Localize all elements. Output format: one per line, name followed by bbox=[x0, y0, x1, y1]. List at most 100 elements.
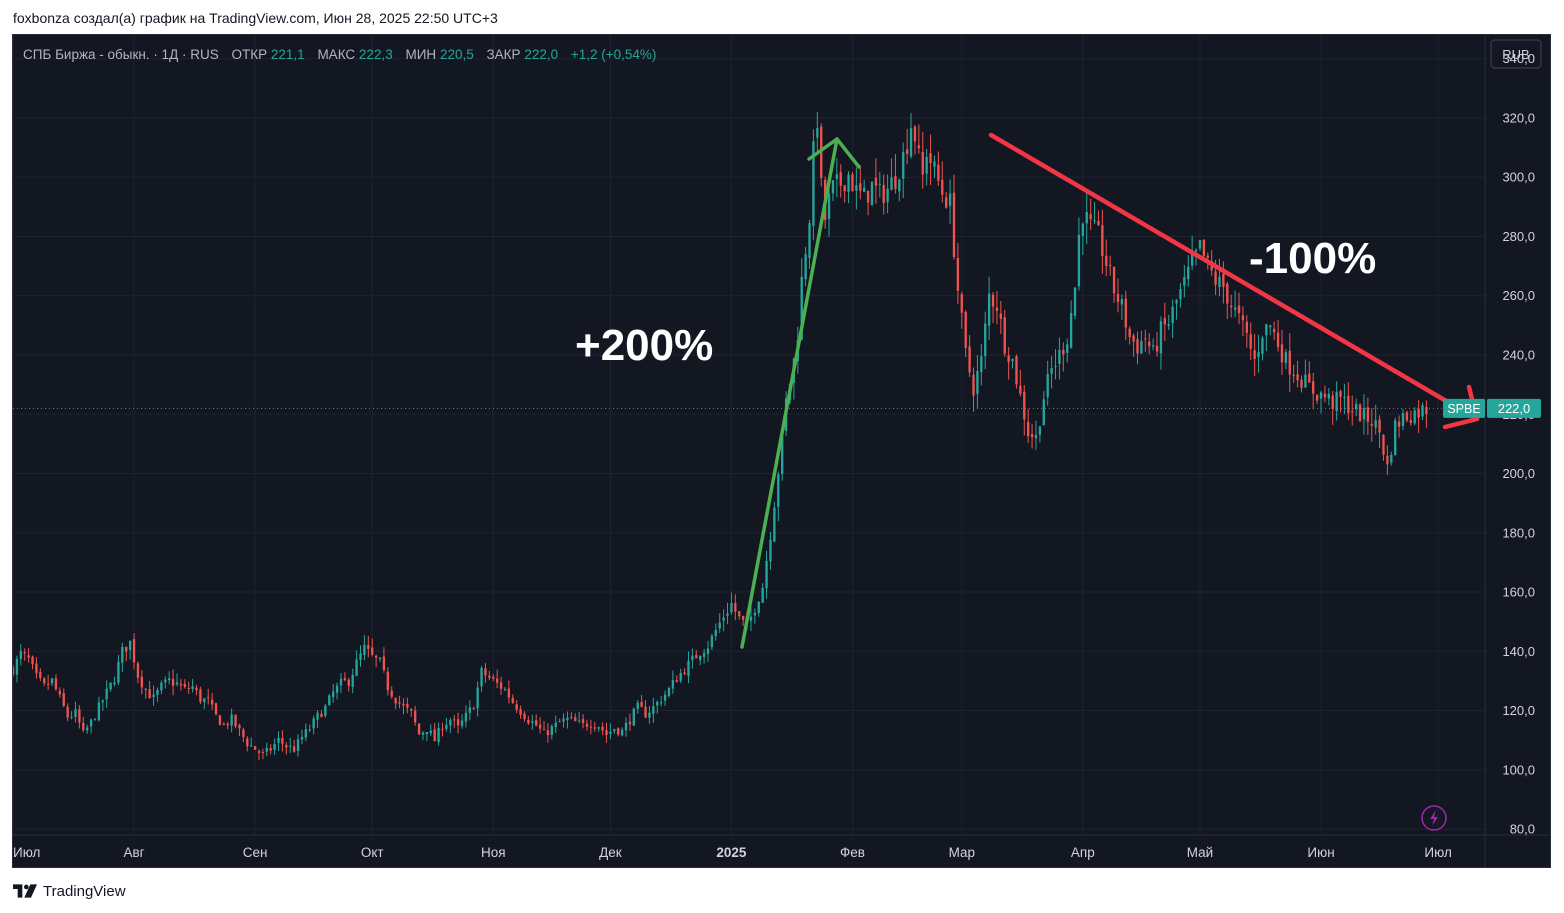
price-tick-label: 260,0 bbox=[1502, 288, 1535, 303]
candle bbox=[250, 737, 253, 747]
candle bbox=[1401, 408, 1405, 431]
candle bbox=[1015, 354, 1018, 389]
last-price-tag: 222,0 bbox=[1487, 398, 1541, 418]
candle bbox=[226, 721, 229, 730]
candle bbox=[456, 712, 460, 734]
candle bbox=[1112, 266, 1116, 303]
candle bbox=[1128, 326, 1131, 345]
candle bbox=[374, 654, 378, 668]
candle bbox=[289, 738, 292, 754]
candle bbox=[913, 124, 917, 155]
candle bbox=[1386, 445, 1389, 475]
candle bbox=[339, 673, 343, 693]
chart-frame[interactable]: +200% -100% СПБ Биржа - обыкн. · 1Д · RU… bbox=[12, 34, 1551, 868]
candle bbox=[1187, 255, 1190, 287]
candle bbox=[164, 676, 167, 689]
candle bbox=[1253, 334, 1256, 377]
candle bbox=[925, 148, 928, 186]
candle bbox=[656, 700, 659, 714]
candle bbox=[113, 676, 116, 687]
candle bbox=[585, 719, 589, 731]
candle bbox=[968, 335, 971, 377]
price-chart[interactable]: +200% -100% СПБ Биржа - обыкн. · 1Д · RU… bbox=[13, 35, 1551, 868]
candle bbox=[1179, 282, 1182, 308]
time-tick-label: Дек bbox=[599, 845, 622, 860]
candle bbox=[499, 676, 503, 695]
candle bbox=[835, 158, 839, 198]
candle bbox=[433, 722, 436, 742]
candle bbox=[242, 727, 245, 743]
candle bbox=[878, 171, 881, 198]
candle bbox=[511, 694, 514, 704]
candle bbox=[1288, 333, 1291, 393]
candle bbox=[386, 667, 390, 696]
legend-change: +1,2 (+0,54%) bbox=[571, 47, 657, 62]
lightning-icon[interactable] bbox=[1421, 805, 1447, 831]
candle bbox=[35, 657, 38, 679]
candle bbox=[972, 367, 975, 412]
candle bbox=[402, 698, 405, 715]
candle bbox=[101, 699, 104, 711]
candle bbox=[187, 681, 190, 694]
candle bbox=[410, 708, 413, 717]
candle bbox=[976, 355, 979, 409]
candle bbox=[886, 174, 889, 214]
candle bbox=[624, 717, 628, 737]
candle bbox=[183, 679, 186, 689]
candle bbox=[13, 664, 15, 677]
candle bbox=[62, 688, 65, 708]
candle bbox=[570, 712, 573, 720]
price-tick-label: 120,0 bbox=[1502, 703, 1535, 718]
candle bbox=[804, 246, 807, 287]
candle bbox=[1101, 209, 1104, 274]
candle bbox=[1027, 408, 1030, 443]
up-trend-arrow bbox=[740, 137, 861, 649]
candle bbox=[1327, 387, 1330, 406]
candle bbox=[597, 726, 600, 732]
candle bbox=[929, 134, 932, 185]
candle bbox=[917, 124, 921, 154]
candle bbox=[1058, 337, 1061, 380]
candle bbox=[812, 129, 815, 241]
candle bbox=[125, 646, 128, 662]
candle bbox=[480, 665, 483, 692]
candle bbox=[347, 677, 350, 692]
candle bbox=[882, 174, 885, 215]
price-tick-label: 140,0 bbox=[1502, 644, 1535, 659]
candle bbox=[1261, 335, 1264, 361]
candle bbox=[952, 174, 956, 260]
candle bbox=[413, 705, 417, 726]
candle bbox=[902, 142, 905, 199]
time-axis[interactable]: Июл Авг Сен Окт Ноя Дек 2025 Фев Мар Апр Май Июн Июл bbox=[13, 845, 1452, 860]
candle bbox=[168, 671, 171, 685]
candle bbox=[999, 300, 1003, 334]
candle bbox=[382, 647, 386, 673]
price-axis[interactable]: 340,0320,0300,0280,0260,0240,0220,0200,0… bbox=[1502, 51, 1535, 836]
candle bbox=[1257, 334, 1260, 373]
footer-brand: TradingView bbox=[43, 882, 126, 900]
candle bbox=[1390, 451, 1393, 466]
candle bbox=[207, 688, 210, 705]
candle bbox=[1335, 381, 1338, 421]
candle bbox=[1241, 306, 1245, 337]
candle bbox=[1292, 364, 1295, 383]
candle bbox=[406, 697, 409, 714]
candle bbox=[741, 615, 745, 626]
candle bbox=[1108, 255, 1112, 276]
candle bbox=[121, 642, 124, 673]
price-tick-label: 340,0 bbox=[1502, 51, 1535, 66]
candle bbox=[74, 701, 77, 723]
candle bbox=[909, 113, 913, 159]
candle bbox=[1315, 394, 1319, 405]
candle bbox=[1405, 410, 1409, 423]
candle bbox=[1245, 315, 1248, 348]
price-tick-label: 100,0 bbox=[1502, 762, 1535, 777]
candle bbox=[425, 731, 429, 742]
candle bbox=[890, 158, 893, 191]
price-tick-label: 180,0 bbox=[1502, 525, 1535, 540]
candle bbox=[859, 165, 862, 200]
currency-button[interactable]: RUB bbox=[1490, 39, 1542, 69]
candle bbox=[156, 687, 159, 702]
candle bbox=[1265, 323, 1268, 352]
candle bbox=[687, 651, 690, 684]
